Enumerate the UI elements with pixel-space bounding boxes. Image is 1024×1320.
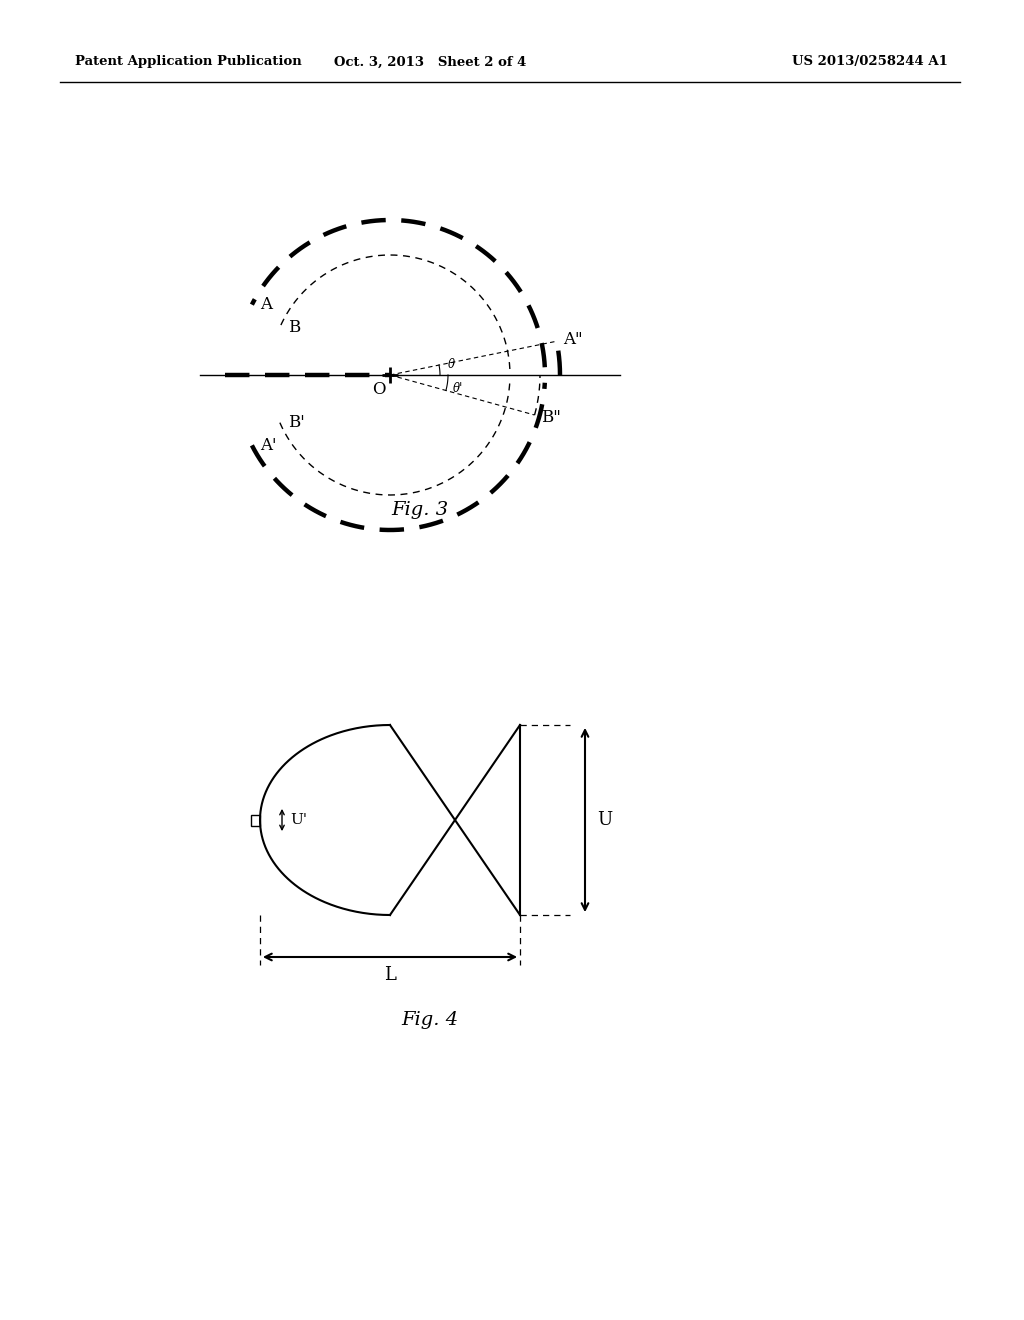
Text: Patent Application Publication: Patent Application Publication (75, 55, 302, 69)
Text: Fig. 3: Fig. 3 (391, 502, 449, 519)
Text: L: L (384, 966, 396, 983)
Text: Fig. 4: Fig. 4 (401, 1011, 459, 1030)
Text: U: U (597, 810, 612, 829)
Text: U': U' (290, 813, 307, 828)
Text: A: A (260, 296, 272, 313)
Text: US 2013/0258244 A1: US 2013/0258244 A1 (792, 55, 948, 69)
Text: B": B" (541, 408, 560, 425)
Text: B': B' (288, 414, 304, 432)
Text: Oct. 3, 2013   Sheet 2 of 4: Oct. 3, 2013 Sheet 2 of 4 (334, 55, 526, 69)
Text: A": A" (562, 331, 583, 347)
Bar (251, 814, 260, 825)
Text: O: O (372, 380, 385, 397)
Text: θ': θ' (453, 383, 464, 396)
Text: A': A' (260, 437, 276, 454)
Text: θ: θ (449, 358, 455, 371)
Text: B: B (288, 319, 300, 335)
